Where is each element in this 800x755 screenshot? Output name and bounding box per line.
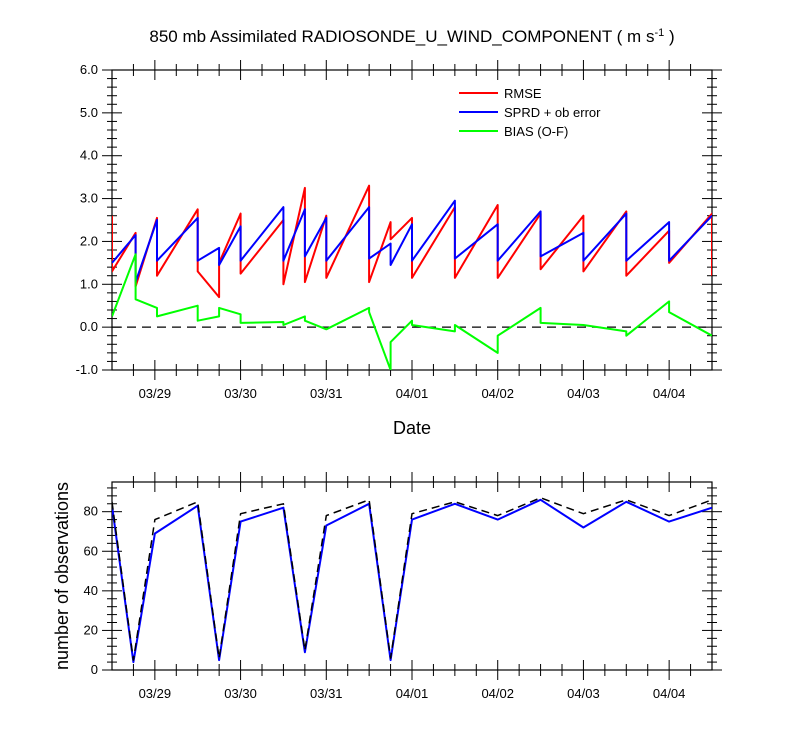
chart-title: 850 mb Assimilated RADIOSONDE_U_WIND_COM…	[149, 27, 674, 46]
chart-title-exponent: -1	[654, 27, 664, 39]
y-tick-label: 5.0	[80, 105, 98, 120]
x-tick-label: 04/03	[567, 386, 600, 401]
x-tick-label: 03/29	[139, 686, 172, 701]
y-tick-label: 6.0	[80, 62, 98, 77]
x-tick-label: 04/03	[567, 686, 600, 701]
y-tick-label: 80	[84, 504, 98, 519]
x-tick-label: 04/02	[481, 386, 514, 401]
y-tick-label: 60	[84, 543, 98, 558]
y-tick-label: 0	[91, 662, 98, 677]
x-tick-label: 04/04	[653, 386, 686, 401]
x-tick-label: 04/04	[653, 686, 686, 701]
series-line-assimilated-observations	[112, 498, 712, 664]
legend-label: SPRD + ob error	[504, 105, 601, 120]
chart-title-text: 850 mb Assimilated RADIOSONDE_U_WIND_COM…	[149, 27, 654, 46]
bottom-chart-panel: 0 20 40 60 80 03/29 03/30 03/31 04/01 04/02 04/03 0…	[84, 472, 722, 701]
chart-title-close: )	[664, 27, 674, 46]
x-tick-label: 04/01	[396, 686, 429, 701]
y-tick-label: 0.0	[80, 319, 98, 334]
y-tick-label: 1.0	[80, 276, 98, 291]
x-tick-label: 03/31	[310, 386, 343, 401]
bottom-y-axis-title: number of observations	[52, 482, 72, 670]
y-tick-label: 4.0	[80, 148, 98, 163]
legend-label: RMSE	[504, 86, 542, 101]
legend-label: BIAS (O-F)	[504, 124, 568, 139]
y-tick-label: 20	[84, 622, 98, 637]
series-line-sprd-ob-error	[112, 199, 712, 284]
legend: RMSE SPRD + ob error BIAS (O-F)	[459, 86, 601, 139]
x-tick-label: 04/02	[481, 686, 514, 701]
y-tick-label: -1.0	[76, 362, 98, 377]
x-tick-label: 03/30	[224, 386, 257, 401]
y-tick-label: 3.0	[80, 191, 98, 206]
x-tick-label: 04/01	[396, 386, 429, 401]
series-line-bias-o-f	[112, 253, 712, 370]
y-tick-label: 2.0	[80, 233, 98, 248]
top-chart-panel: -1.0 0.0 1.0 2.0 3.0 4.0 5.0 6.0 03/29 03/30 03/31…	[76, 60, 722, 401]
x-tick-label: 03/31	[310, 686, 343, 701]
x-tick-label: 03/29	[139, 386, 172, 401]
plot-frame	[111, 481, 713, 671]
top-x-axis-title: Date	[393, 418, 431, 438]
series-line-total-observations	[112, 497, 712, 661]
x-tick-label: 03/30	[224, 686, 257, 701]
y-tick-label: 40	[84, 583, 98, 598]
